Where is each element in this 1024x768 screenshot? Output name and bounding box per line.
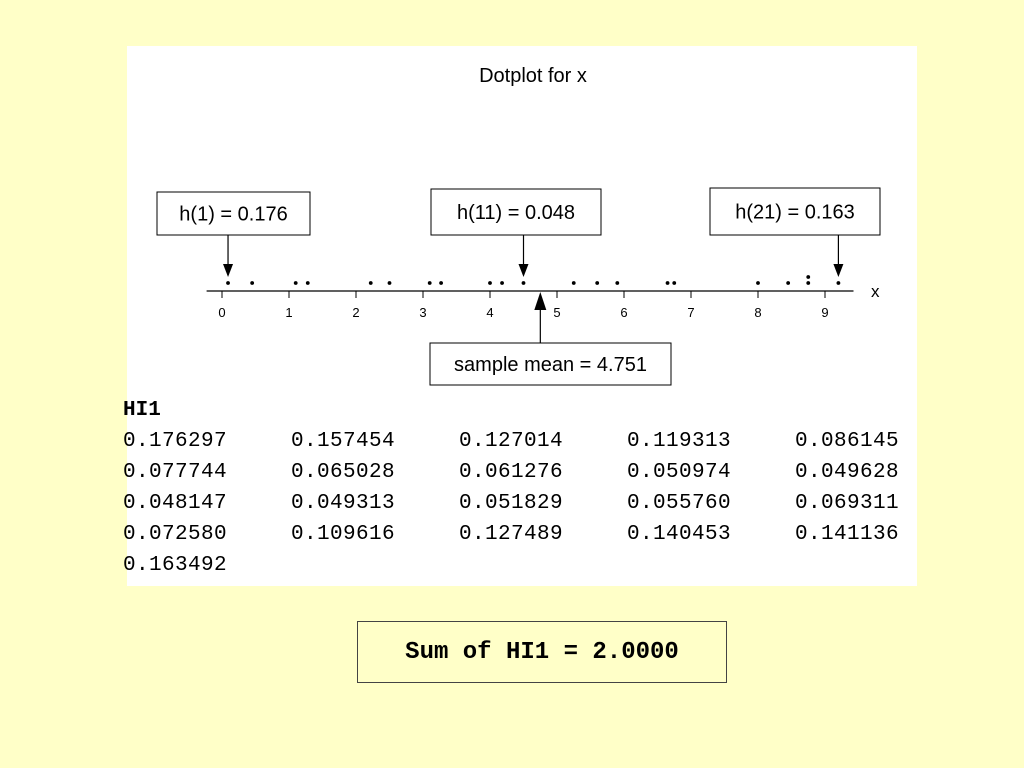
hi1-row: 0.048147 0.049313 0.051829 0.055760 0.069311 [123, 488, 963, 519]
data-dot [806, 275, 811, 279]
x-tick-label: 3 [419, 305, 426, 320]
data-dot [439, 281, 443, 285]
data-dot [806, 281, 811, 285]
h1-annotation: h(1) = 0.176 [156, 191, 311, 277]
hi1-value: 0.051829 [459, 492, 564, 515]
x-tick-label: 6 [620, 305, 627, 320]
hi1-value: 0.049313 [291, 492, 396, 515]
hi1-value: 0.049628 [795, 461, 900, 484]
data-dot [293, 281, 298, 285]
x-axis-label: x [871, 282, 880, 301]
data-dot [226, 281, 230, 285]
data-dot [427, 281, 432, 285]
arrow-head [833, 264, 844, 277]
hi1-value: 0.072580 [123, 523, 228, 546]
hi1-value: 0.157454 [291, 430, 396, 453]
hi1-column-name: HI1 [123, 399, 161, 422]
hi1-row: 0.077744 0.065028 0.061276 0.050974 0.049628 [123, 457, 963, 488]
data-dot [756, 281, 760, 285]
data-dot [836, 281, 841, 285]
chart-title: Dotplot for x [479, 65, 587, 87]
hi1-value: 0.176297 [123, 430, 228, 453]
hi1-row: 0.176297 0.157454 0.127014 0.119313 0.086145 [123, 426, 963, 457]
annotation-label: h(21) = 0.163 [735, 202, 855, 224]
x-tick-label: 2 [352, 305, 359, 320]
annotation-box [429, 342, 672, 386]
data-dot [665, 281, 670, 285]
annotation-box [156, 191, 311, 236]
hi1-row: 0.163492 [123, 550, 963, 581]
hi1-value: 0.069311 [795, 492, 900, 515]
hi1-value: 0.140453 [627, 523, 732, 546]
sample-mean-annotation: sample mean = 4.751 [429, 292, 672, 386]
hi1-value: 0.065028 [291, 461, 396, 484]
data-dot [368, 281, 373, 285]
hi1-value: 0.048147 [123, 492, 228, 515]
sum-of-hi1-box: Sum of HI1 = 2.0000 [357, 621, 727, 683]
data-dot [500, 281, 504, 285]
hi1-value: 0.163492 [123, 554, 228, 577]
output-panel: Dotplot for x 0 1 2 3 4 5 6 7 8 9 h(1) = 0.176 h(1… [123, 46, 917, 586]
hi1-value: 0.141136 [795, 523, 900, 546]
hi1-value: 0.077744 [123, 461, 228, 484]
annotation-box [709, 187, 881, 236]
arrow-head [223, 264, 234, 277]
x-tick-label: 0 [218, 305, 225, 320]
x-tick-label: 1 [285, 305, 292, 320]
hi1-value: 0.086145 [795, 430, 900, 453]
hi1-value: 0.061276 [459, 461, 564, 484]
x-tick-label: 9 [821, 305, 828, 320]
dotplot-chart: Dotplot for x 0 1 2 3 4 5 6 7 8 9 h(1) = 0.176 h(1… [156, 65, 881, 386]
hi1-value: 0.055760 [627, 492, 732, 515]
hi1-listing: HI1 0.176297 0.157454 0.127014 0.119313 0.08… [123, 396, 963, 581]
hi1-value: 0.127014 [459, 430, 564, 453]
sum-of-hi1-label: Sum of HI1 = 2.0000 [405, 638, 679, 666]
data-dot [305, 281, 310, 285]
data-dot [786, 281, 791, 285]
data-dot [615, 281, 620, 285]
hi1-value: 0.050974 [627, 461, 732, 484]
h11-annotation: h(11) = 0.048 [430, 188, 602, 277]
x-tick-label: 5 [553, 305, 560, 320]
h21-annotation: h(21) = 0.163 [709, 187, 881, 277]
hi1-value: 0.109616 [291, 523, 396, 546]
arrow-head [534, 292, 547, 310]
data-dot [672, 281, 677, 285]
hi1-row: 0.072580 0.109616 0.127489 0.140453 0.141136 [123, 519, 963, 550]
arrow-head [518, 264, 529, 277]
x-tick-label: 4 [486, 305, 493, 320]
x-tick-label: 8 [754, 305, 761, 320]
data-dot [571, 281, 576, 285]
data-dot [250, 281, 255, 285]
annotation-label: h(11) = 0.048 [457, 202, 575, 224]
annotation-label: h(1) = 0.176 [179, 204, 287, 226]
hi1-value: 0.127489 [459, 523, 564, 546]
annotation-label: sample mean = 4.751 [454, 354, 647, 376]
hi1-value: 0.119313 [627, 430, 732, 453]
annotation-box [430, 188, 602, 236]
data-dot [595, 281, 600, 285]
data-dot [387, 281, 392, 285]
data-dot [521, 281, 526, 285]
data-dot [488, 281, 492, 285]
x-tick-label: 7 [687, 305, 694, 320]
